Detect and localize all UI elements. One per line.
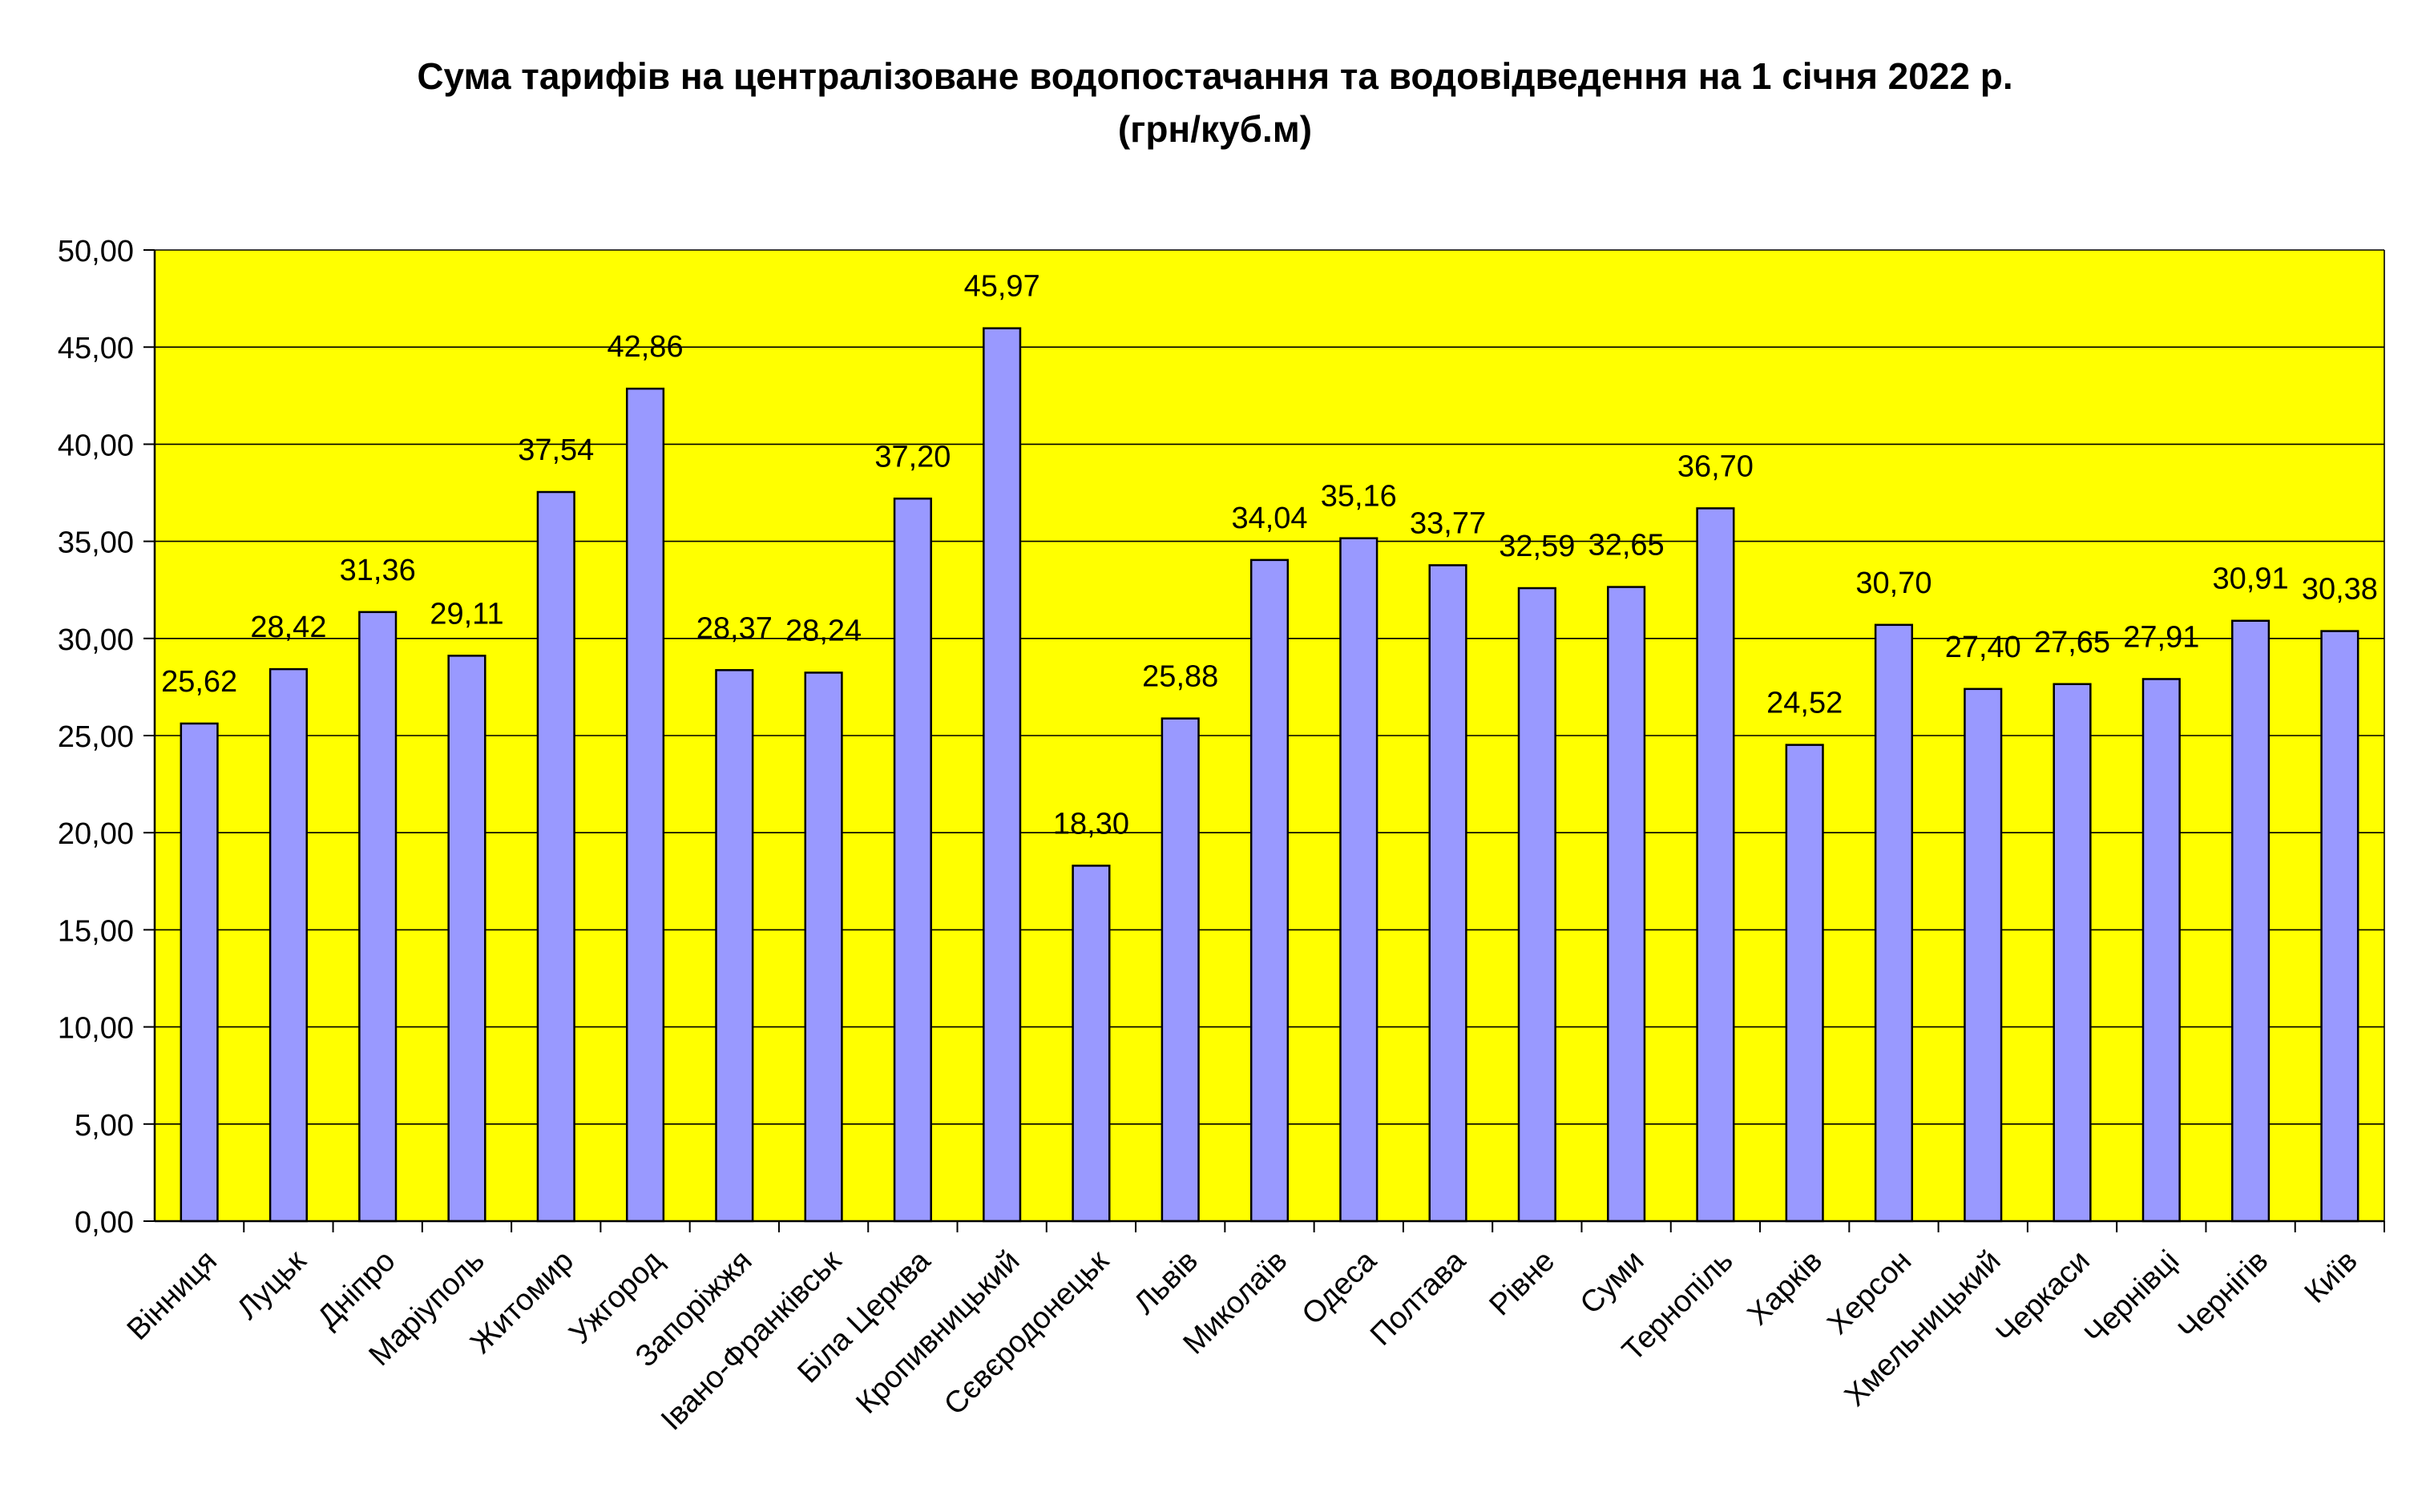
bar bbox=[1785, 744, 1824, 1223]
x-tick-label: Чернівці bbox=[2078, 1244, 2186, 1352]
y-tick-label: 50,00 bbox=[58, 235, 134, 268]
bar bbox=[1428, 564, 1467, 1223]
bar bbox=[1964, 687, 2003, 1223]
bar bbox=[1607, 586, 1646, 1223]
x-tick-label: Вінниця bbox=[121, 1244, 224, 1347]
chart-title: Сума тарифів на централізоване водопоста… bbox=[417, 55, 2013, 97]
bar bbox=[625, 387, 665, 1223]
bar bbox=[1249, 558, 1290, 1223]
bar bbox=[1874, 623, 1914, 1223]
bar bbox=[447, 655, 486, 1223]
data-labels: 25,62 28,42 31,36 29,11 37,54 42,86 28,37 28,24… bbox=[161, 270, 2378, 841]
y-tick-label: 10,00 bbox=[58, 1012, 134, 1046]
bar bbox=[268, 667, 308, 1223]
bars bbox=[180, 327, 2359, 1223]
bar-value-label: 30,38 bbox=[2302, 573, 2378, 607]
bar bbox=[1517, 587, 1556, 1223]
bar-value-label: 28,42 bbox=[250, 611, 326, 644]
bar bbox=[536, 490, 575, 1223]
y-tick-label: 5,00 bbox=[75, 1109, 134, 1143]
bar bbox=[1161, 717, 1200, 1223]
x-tick-label: Сєвєродонецьк bbox=[938, 1244, 1116, 1421]
bar-value-label: 25,62 bbox=[161, 665, 237, 699]
bar-value-label: 42,86 bbox=[607, 330, 683, 364]
bar-value-label: 45,97 bbox=[964, 270, 1040, 304]
x-tick-label: Харків bbox=[1742, 1244, 1830, 1333]
bar bbox=[1072, 865, 1111, 1223]
x-tick-label: Луцьк bbox=[231, 1244, 313, 1325]
chart-title-block: Сума тарифів на централізоване водопоста… bbox=[0, 50, 2430, 155]
bar bbox=[2141, 678, 2181, 1223]
y-tick-label: 25,00 bbox=[58, 720, 134, 754]
chart-subtitle: (грн/куб.м) bbox=[1117, 108, 1313, 150]
x-tick-label: Київ bbox=[2299, 1244, 2364, 1310]
x-tick-label: Дніпро bbox=[311, 1244, 402, 1335]
y-tick-label: 45,00 bbox=[58, 332, 134, 365]
bar-value-label: 31,36 bbox=[340, 554, 416, 587]
bar-value-label: 34,04 bbox=[1231, 502, 1307, 535]
x-tick-label: Суми bbox=[1574, 1244, 1651, 1321]
bar-value-label: 36,70 bbox=[1677, 450, 1754, 483]
y-tick-label: 15,00 bbox=[58, 914, 134, 948]
bar bbox=[893, 498, 932, 1223]
bar bbox=[804, 671, 843, 1223]
bar-value-label: 27,65 bbox=[2034, 626, 2110, 659]
bar bbox=[983, 327, 1022, 1223]
bar-value-label: 27,91 bbox=[2123, 620, 2199, 654]
bar-value-label: 33,77 bbox=[1410, 506, 1486, 540]
bar-value-label: 32,59 bbox=[1499, 530, 1575, 563]
bar-value-label: 24,52 bbox=[1766, 687, 1843, 720]
bar-value-label: 37,20 bbox=[874, 440, 951, 474]
bar-value-label: 30,91 bbox=[2213, 562, 2289, 596]
bar-value-label: 37,54 bbox=[518, 433, 594, 467]
bar bbox=[2053, 683, 2092, 1223]
bar-value-label: 18,30 bbox=[1053, 807, 1129, 841]
x-tick-label: Одеса bbox=[1296, 1244, 1384, 1332]
bar bbox=[1339, 537, 1378, 1223]
bar-value-label: 32,65 bbox=[1588, 529, 1665, 562]
bar-value-label: 27,40 bbox=[1945, 631, 2021, 664]
bar-value-label: 25,88 bbox=[1142, 660, 1218, 694]
bar bbox=[358, 611, 398, 1223]
y-tick-label: 35,00 bbox=[58, 526, 134, 560]
bar bbox=[2231, 619, 2271, 1223]
x-tick-label: Хмельницький bbox=[1839, 1244, 2008, 1413]
bar-value-label: 35,16 bbox=[1321, 480, 1397, 514]
x-tick-label: Черкаси bbox=[1990, 1244, 2097, 1351]
x-tick-label: Львів bbox=[1128, 1244, 1205, 1321]
bar bbox=[180, 722, 219, 1223]
x-tick-label: Чернігів bbox=[2172, 1244, 2275, 1347]
bar bbox=[715, 669, 754, 1223]
bar-value-label: 29,11 bbox=[430, 597, 503, 631]
y-tick-label: 40,00 bbox=[58, 429, 134, 462]
bar-value-label: 28,24 bbox=[785, 614, 862, 647]
x-tick-label: Рівне bbox=[1483, 1244, 1562, 1323]
bar bbox=[1696, 507, 1735, 1223]
x-tick-label: Полтава bbox=[1364, 1244, 1473, 1353]
x-tick-label: Кропивницький bbox=[850, 1244, 1026, 1421]
y-tick-label: 30,00 bbox=[58, 623, 134, 657]
y-tick-label: 20,00 bbox=[58, 817, 134, 851]
y-tick-label: 0,00 bbox=[75, 1206, 134, 1240]
bar-value-label: 30,70 bbox=[1855, 566, 1931, 600]
bar bbox=[2320, 630, 2359, 1223]
bar-value-label: 28,37 bbox=[696, 611, 773, 645]
